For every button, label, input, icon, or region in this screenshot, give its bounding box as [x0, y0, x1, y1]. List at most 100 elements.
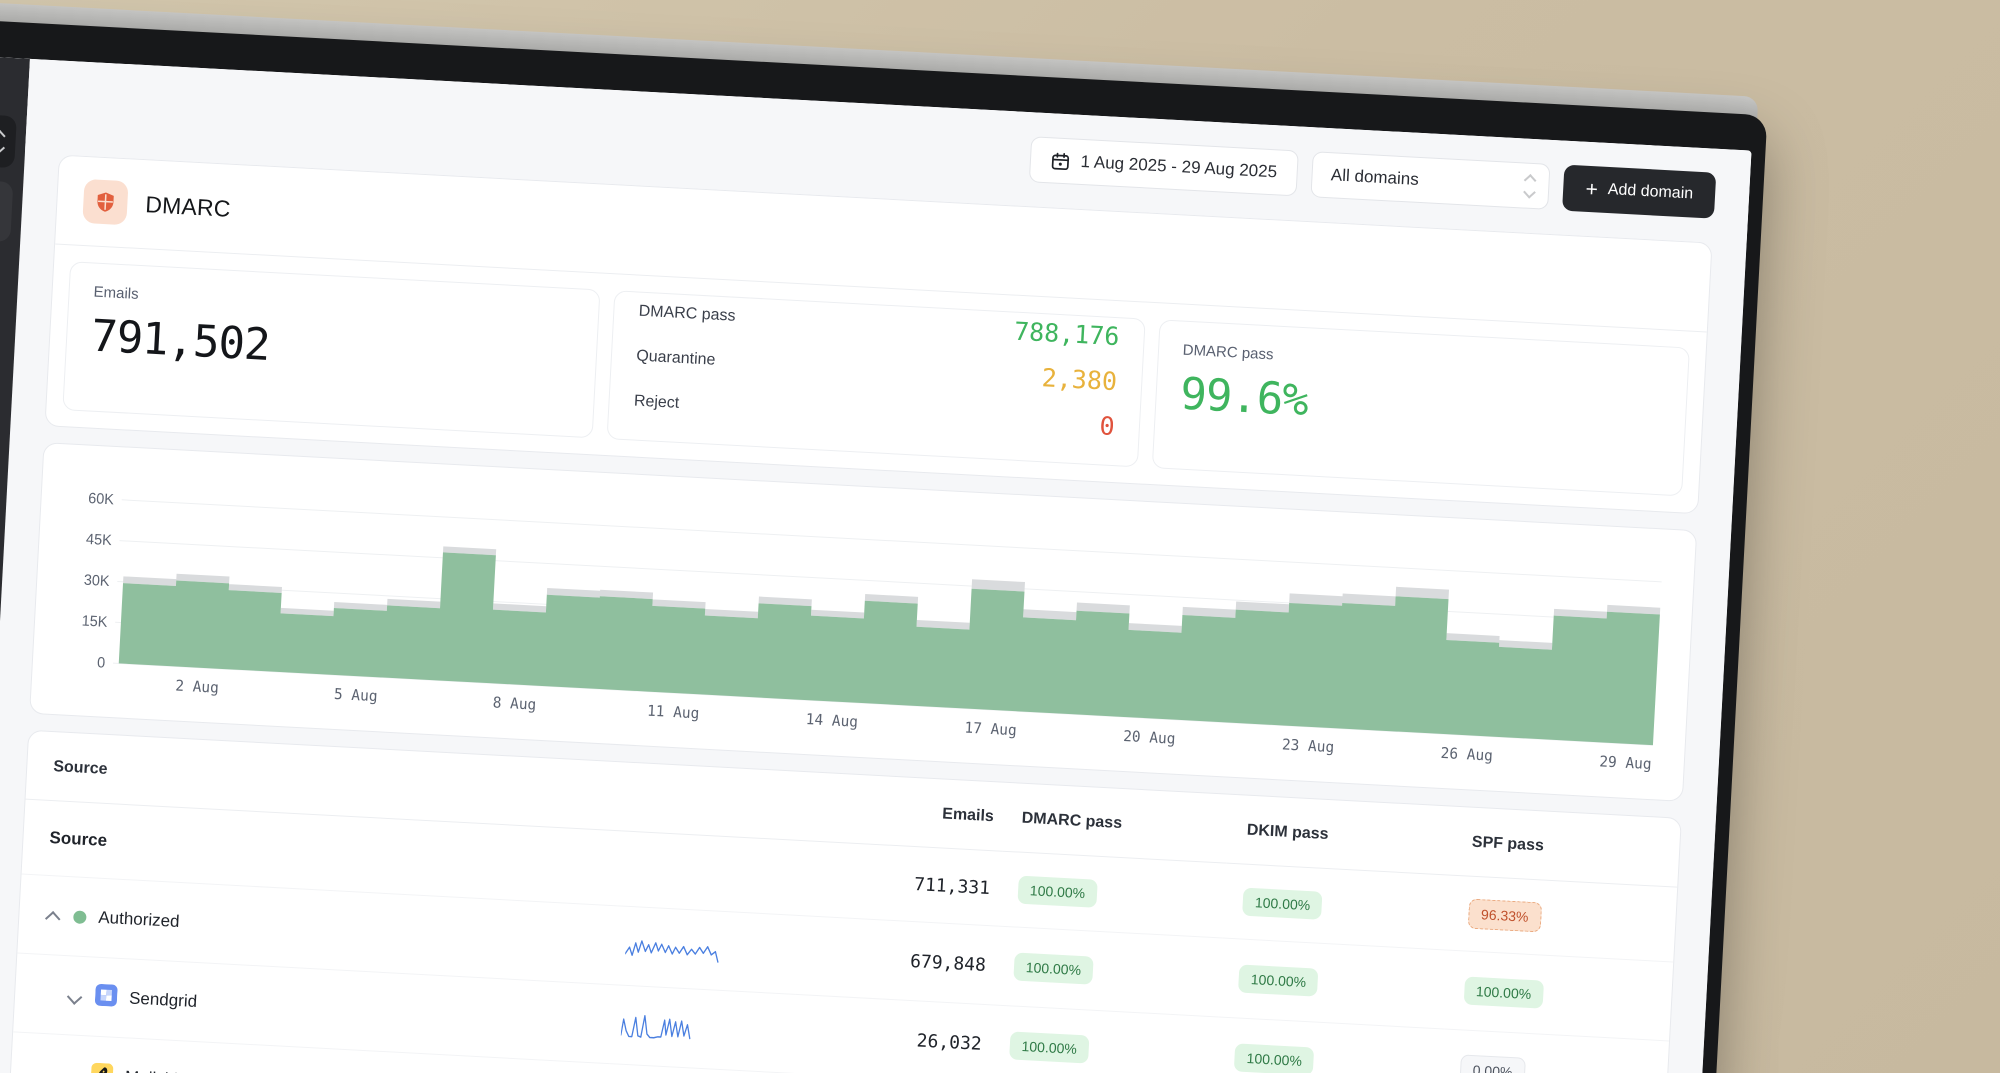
svg-text:60K: 60K [88, 491, 115, 509]
svg-text:11 Aug: 11 Aug [647, 702, 700, 722]
add-domain-label: Add domain [1607, 180, 1694, 203]
card-header: DMARC [55, 155, 1712, 333]
mailchimp-icon [90, 1062, 114, 1073]
cell-spf-pass: 100.00% [1443, 950, 1674, 1041]
svg-text:23 Aug: 23 Aug [1281, 736, 1334, 756]
cell-dmarc-pass-badge: 100.00% [1013, 952, 1094, 985]
sidebar-nav-group[interactable] [0, 178, 14, 243]
dmarc-overview-card: DMARC Emails 791,502 [44, 154, 1713, 515]
add-domain-button[interactable]: + Add domain [1562, 164, 1717, 219]
cell-dkim-pass: 100.00% [1218, 938, 1449, 1029]
chevron-up-down-icon [1523, 173, 1537, 199]
source-name: Sendgrid [128, 988, 198, 1012]
page-title: DMARC [144, 190, 232, 222]
cell-emails: 679,848 [795, 915, 998, 1005]
cell-spf-pass-badge: 100.00% [1463, 976, 1544, 1009]
cell-trend-sparkline [613, 905, 800, 995]
source-name: Mailchimp [124, 1067, 201, 1073]
calendar-icon [1050, 151, 1070, 171]
chevron-down-icon[interactable] [67, 987, 84, 1004]
cell-trend-sparkline [617, 830, 804, 916]
svg-text:45K: 45K [86, 532, 113, 550]
svg-text:17 Aug: 17 Aug [964, 719, 1017, 739]
col-header-emails[interactable]: Emails [803, 772, 1006, 852]
svg-text:2 Aug: 2 Aug [175, 677, 219, 697]
table-row[interactable]: Sendgrid 26,032 100.00% 100.00% 0.00% [13, 952, 1670, 1073]
svg-text:30K: 30K [83, 572, 110, 590]
stat-value: 788,176 [1013, 316, 1121, 352]
svg-text:14 Aug: 14 Aug [805, 711, 858, 731]
cell-dkim-pass-badge: 100.00% [1233, 1043, 1315, 1073]
cell-emails: 711,331 [799, 840, 1002, 927]
col-header-dmarc-pass[interactable]: DMARC pass [1001, 782, 1231, 864]
laptop-device: 1 Aug 2025 - 29 Aug 2025 All domains + [0, 0, 1768, 1073]
svg-text:26 Aug: 26 Aug [1440, 745, 1493, 765]
cell-dkim-pass-badge: 100.00% [1238, 964, 1319, 997]
plus-icon: + [1584, 177, 1599, 201]
chevron-up-down-icon [0, 128, 6, 154]
source-name: Authorized [97, 907, 181, 932]
cell-dmarc-pass-badge: 100.00% [1008, 1031, 1090, 1064]
col-header-trend [621, 762, 808, 841]
kpi-dmarc-pass-rate: DMARC pass 99.6% [1151, 319, 1690, 497]
cell-dmarc-pass: 100.00% [993, 926, 1224, 1017]
cell-source: Sendgrid [13, 952, 614, 1064]
cell-spf-pass-badge: 96.33% [1467, 898, 1543, 933]
svg-text:15K: 15K [81, 613, 108, 631]
kpi-emails: Emails 791,502 [62, 261, 601, 439]
svg-text:8 Aug: 8 Aug [492, 694, 536, 714]
source-label: Source [49, 828, 108, 851]
laptop-bezel: 1 Aug 2025 - 29 Aug 2025 All domains + [0, 18, 1768, 1073]
stat-quarantine: Quarantine 2,380 [635, 342, 1118, 397]
app-window: 1 Aug 2025 - 29 Aug 2025 All domains + [0, 54, 1752, 1073]
laptop-screen: 1 Aug 2025 - 29 Aug 2025 All domains + [0, 54, 1752, 1073]
sources-table-card: Source Emails DMARC pass DKIM pass SPF p… [0, 729, 1682, 1073]
stat-reject: Reject 0 [633, 386, 1116, 442]
kpi-disposition-breakdown: DMARC pass 788,176 Quarantine 2,380 [606, 290, 1146, 468]
stat-label: Reject [633, 391, 680, 412]
col-header-spf-pass[interactable]: SPF pass [1452, 806, 1681, 888]
volume-chart-card: 0 15K 30K 45K 60K 2 Aug 5 Aug 8 Aug 11 Aug 14 Aug… [29, 442, 1698, 802]
emails-value: 26,032 [916, 1029, 983, 1055]
col-header-dkim-pass[interactable]: DKIM pass [1227, 794, 1456, 876]
stat-label: DMARC pass [638, 302, 736, 325]
chevron-up-icon[interactable] [45, 907, 62, 924]
stat-value: 0 [1098, 411, 1116, 442]
cell-spf-pass-badge: 0.00% [1458, 1054, 1527, 1073]
cell-emails: 26,032 [790, 994, 994, 1073]
sidebar-workspace-switcher[interactable] [0, 113, 17, 169]
sources-table: Source Emails DMARC pass DKIM pass SPF p… [1, 730, 1681, 1073]
date-range-value: 1 Aug 2025 - 29 Aug 2025 [1080, 151, 1278, 182]
cell-dkim-pass-badge: 100.00% [1242, 887, 1323, 920]
main-area: 1 Aug 2025 - 29 Aug 2025 All domains + [0, 58, 1752, 1073]
sparkline-sendgrid [620, 1008, 784, 1051]
emails-value: 711,331 [913, 873, 991, 899]
domain-filter-value: All domains [1330, 165, 1420, 189]
cell-dkim-pass: 100.00% [1223, 863, 1453, 951]
chevron-down-icon[interactable] [63, 1066, 80, 1073]
volume-area-chart[interactable]: 0 15K 30K 45K 60K 2 Aug 5 Aug 8 Aug 11 Aug 14 Aug… [57, 467, 1669, 780]
status-dot-green-icon [73, 909, 87, 924]
svg-text:20 Aug: 20 Aug [1123, 728, 1176, 748]
svg-text:0: 0 [97, 655, 106, 672]
stat-value: 2,380 [1041, 363, 1118, 397]
sparkline-authorized [624, 929, 788, 972]
svg-text:29 Aug: 29 Aug [1599, 753, 1652, 773]
emails-value: 679,848 [909, 950, 987, 976]
stat-dmarc-pass: DMARC pass 788,176 [638, 297, 1121, 352]
svg-text:5 Aug: 5 Aug [334, 686, 378, 706]
sendgrid-icon [94, 983, 118, 1011]
cell-dmarc-pass-badge: 100.00% [1017, 875, 1098, 908]
date-range-picker[interactable]: 1 Aug 2025 - 29 Aug 2025 [1028, 136, 1300, 197]
topbar: 1 Aug 2025 - 29 Aug 2025 All domains + [24, 58, 1752, 245]
domain-filter-select[interactable]: All domains [1310, 151, 1551, 210]
cell-trend-sparkline [608, 984, 796, 1073]
cell-dmarc-pass: 100.00% [997, 851, 1228, 939]
cell-dmarc-pass: 100.00% [989, 1004, 1219, 1073]
table-body: Source 711,331 100.00% 100.00% 96.33% Authori… [1, 799, 1678, 1073]
cell-spf-pass: 96.33% [1448, 875, 1678, 963]
content: DMARC Emails 791,502 [0, 153, 1747, 1073]
table-row[interactable]: Authorized 679,848 100.00% 100.00% 100.00% [17, 874, 1674, 1041]
stat-label: Quarantine [635, 347, 716, 369]
